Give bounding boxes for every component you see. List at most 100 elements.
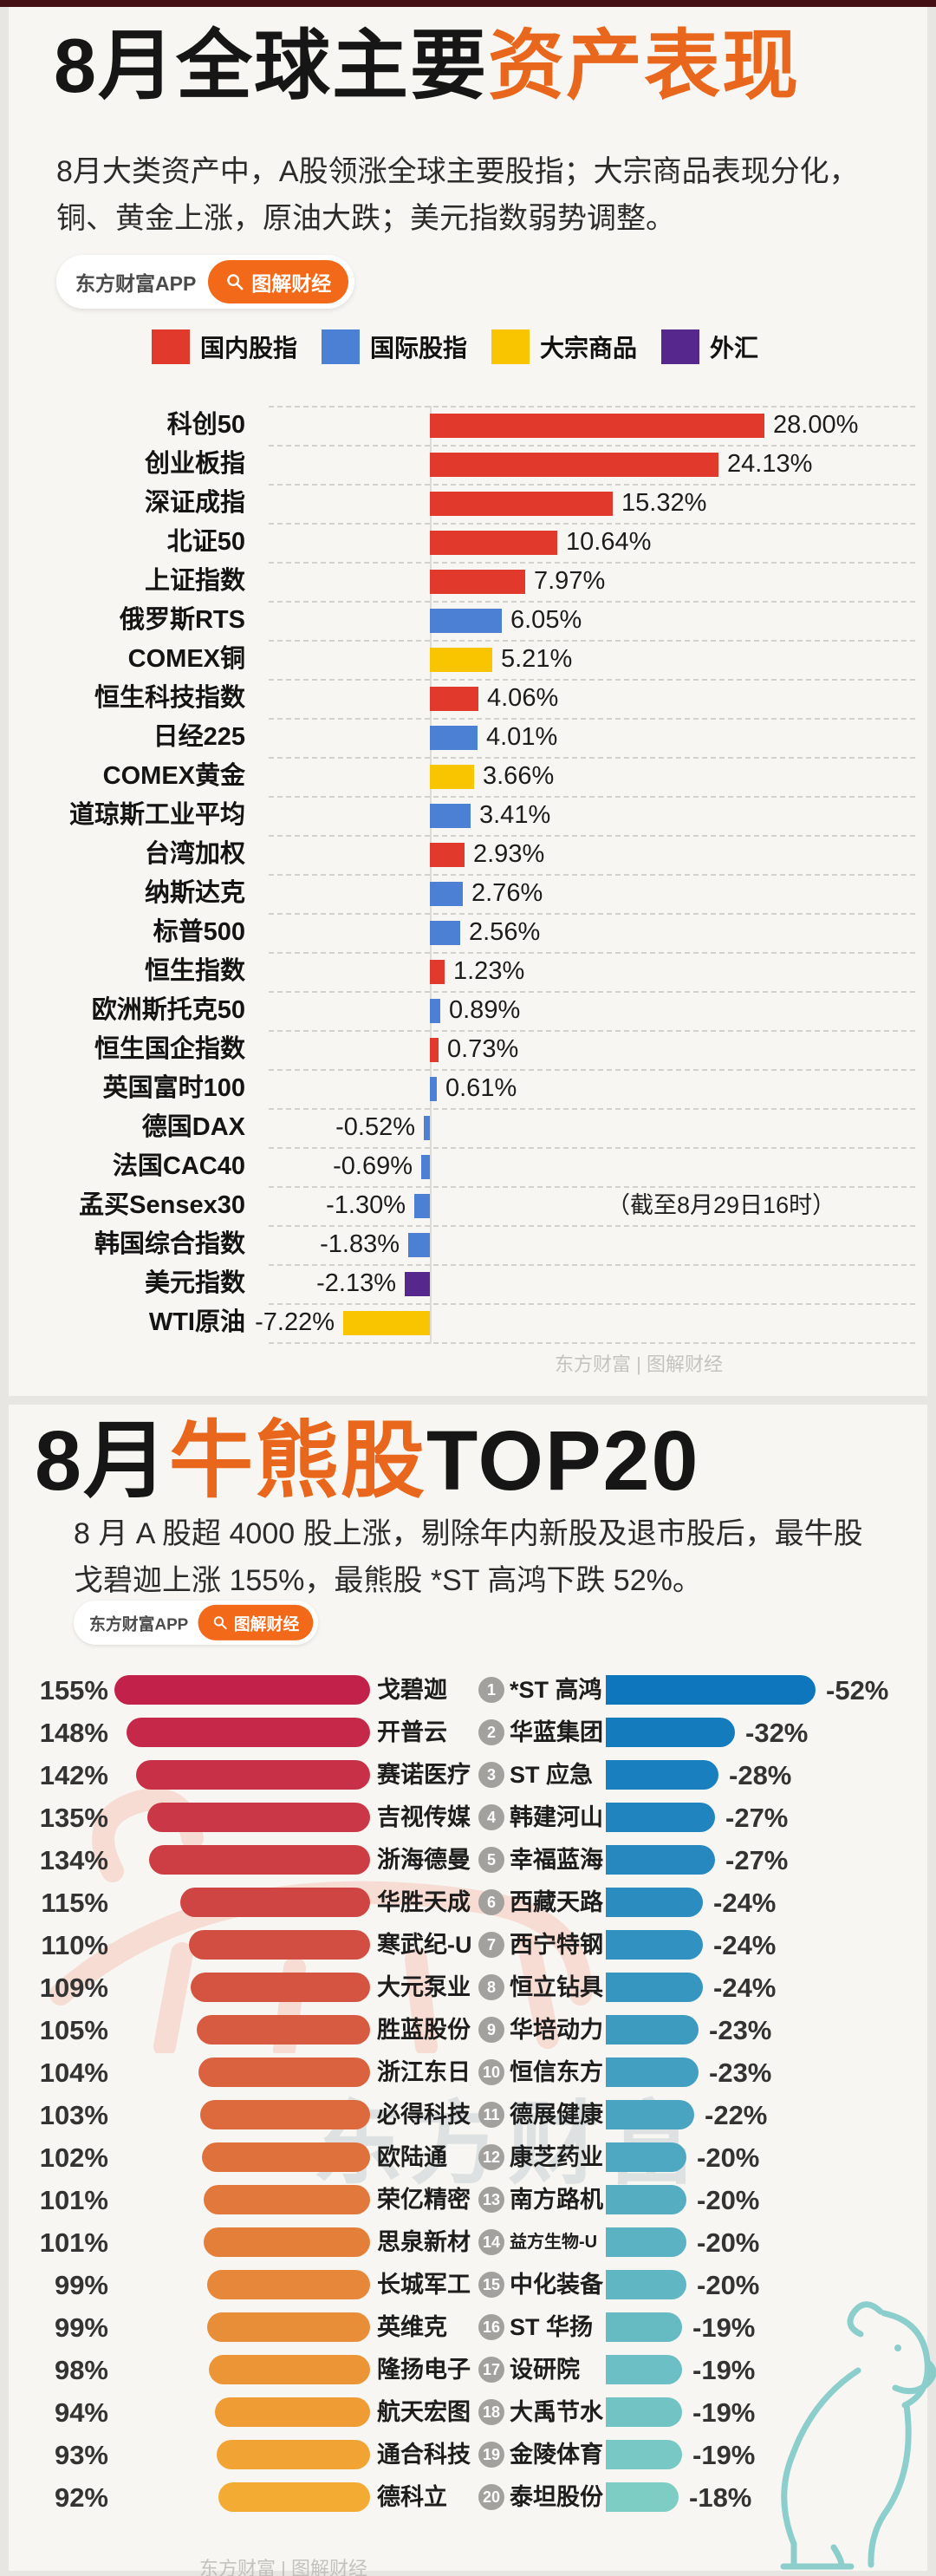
bear-value-label: -20% <box>697 2185 760 2215</box>
asset-row: 北证50 10.64% <box>9 523 927 562</box>
bull-bar <box>207 2270 370 2299</box>
bull-value-label: 105% <box>39 2015 108 2045</box>
asset-bar <box>430 843 465 867</box>
legend-swatch <box>322 329 361 364</box>
bear-stock-name: 韩建河山 <box>510 1804 603 1830</box>
bear-bar <box>606 2142 686 2172</box>
rank-badge: 8 <box>478 1974 504 2000</box>
asset-value: -0.52% <box>335 1113 415 1141</box>
bull-stock-name: 长城军工 <box>377 2272 471 2298</box>
asset-value: 6.05% <box>510 606 582 634</box>
bear-stock-name: ST 华扬 <box>510 2314 594 2340</box>
asset-row: 英国富时100 0.61% <box>9 1069 927 1108</box>
bear-stock-name: 中化装备 <box>510 2272 603 2298</box>
asset-row: 欧洲斯托克50 0.89% <box>9 991 927 1030</box>
bear-stock-name: 泰坦股份 <box>510 2484 603 2510</box>
bull-stock-name: 浙海德曼 <box>377 1847 471 1873</box>
bear-stock-name: 大禹节水 <box>510 2399 603 2425</box>
top20-row: 109% 大元泵业 8 恒立钻具 -24% <box>9 1966 927 2009</box>
top20-row: 101% 荣亿精密 13 南方路机 -20% <box>9 2179 927 2221</box>
asset-bar <box>408 1233 430 1257</box>
asset-bar <box>430 531 557 555</box>
rank-badge: 2 <box>478 1719 504 1745</box>
bull-value-label: 99% <box>54 2312 108 2343</box>
legend-item: 国际股指 <box>322 329 467 364</box>
bull-bar <box>147 1803 370 1832</box>
asset-label: COMEX铜 <box>127 645 245 673</box>
asset-bar <box>430 687 478 711</box>
bear-bar <box>606 2058 699 2087</box>
bull-value-label: 99% <box>54 2270 108 2300</box>
bull-bar <box>209 2355 370 2384</box>
bear-value-label: -20% <box>697 2227 760 2258</box>
asset-label: 日经225 <box>153 723 245 751</box>
asset-label: 恒生国企指数 <box>94 1035 245 1063</box>
rank-badge: 6 <box>478 1889 504 1915</box>
bear-stock-name: 恒立钻具 <box>510 1974 603 2000</box>
bear-stock-name: 华蓝集团 <box>510 1719 603 1745</box>
bear-stock-name: 金陵体育 <box>510 2442 603 2468</box>
legend-label: 大宗商品 <box>540 335 638 362</box>
bear-stock-name: 西宁特钢 <box>510 1932 603 1958</box>
asset-row: 恒生科技指数 4.06% <box>9 679 927 718</box>
brand-tag: 图解财经 <box>198 1604 314 1640</box>
bull-value-label: 104% <box>39 2058 108 2088</box>
bear-value-label: -19% <box>692 2355 756 2385</box>
asset-bar <box>430 726 478 750</box>
bull-value-label: 94% <box>54 2397 108 2428</box>
asset-value: 10.64% <box>566 528 652 556</box>
asset-bar <box>430 414 764 438</box>
asset-bar <box>430 960 445 984</box>
rank-badge: 12 <box>478 2144 504 2170</box>
brand-badge: 东方财富APP 图解财经 <box>56 255 355 309</box>
asset-row: 美元指数 -2.13% <box>9 1264 927 1303</box>
top20-row: 93% 通合科技 19 金陵体育 -19% <box>9 2434 927 2476</box>
rank-badge: 15 <box>478 2272 504 2298</box>
top20-row: 148% 开普云 2 华蓝集团 -32% <box>9 1712 927 1754</box>
asset-bar <box>430 1038 439 1062</box>
asset-value: -1.30% <box>326 1191 406 1219</box>
top20-row: 110% 寒武纪-U 7 西宁特钢 -24% <box>9 1924 927 1966</box>
bull-stock-name: 通合科技 <box>377 2442 471 2468</box>
asset-bar <box>343 1311 430 1335</box>
bull-bar <box>136 1760 370 1790</box>
top20-row: 142% 赛诺医疗 3 ST 应急 -28% <box>9 1754 927 1797</box>
asset-row: 创业板指 24.13% <box>9 445 927 484</box>
bull-stock-name: 华胜天成 <box>377 1889 471 1915</box>
bear-value-label: -52% <box>826 1675 889 1705</box>
asset-bar <box>430 882 463 906</box>
title1-orange-part: 资产表现 <box>487 23 800 108</box>
bull-stock-name: 开普云 <box>377 1719 447 1745</box>
bull-bar <box>200 2100 370 2129</box>
asset-row: 德国DAX -0.52% <box>9 1108 927 1147</box>
asset-row: 深证成指 15.32% <box>9 484 927 523</box>
asset-row: 道琼斯工业平均 3.41% <box>9 796 927 835</box>
title2-orange-part: 牛熊股 <box>168 1413 426 1508</box>
top20-row: 115% 华胜天成 6 西藏天路 -24% <box>9 1881 927 1924</box>
bull-bar <box>217 2440 370 2469</box>
asset-bar <box>430 570 525 594</box>
asset-row: 上证指数 7.97% <box>9 562 927 601</box>
section1-title: 8月全球主要资产表现 <box>54 23 800 108</box>
bull-stock-name: 必得科技 <box>377 2102 471 2128</box>
bear-bar <box>606 2482 679 2512</box>
bull-value-label: 142% <box>39 1760 108 1790</box>
bull-stock-name: 大元泵业 <box>377 1974 471 2000</box>
asset-label: 恒生科技指数 <box>94 684 245 712</box>
app-name-label: 东方财富APP <box>75 272 197 295</box>
bear-stock-name: 幸福蓝海 <box>510 1847 603 1873</box>
bear-stock-name: 设研院 <box>510 2357 580 2383</box>
asset-label: 英国富时100 <box>102 1074 245 1102</box>
bear-stock-name: 益方生物-U <box>510 2233 598 2252</box>
brand-tag-label: 图解财经 <box>251 272 332 295</box>
top20-row: 99% 长城军工 15 中化装备 -20% <box>9 2264 927 2306</box>
bear-bar <box>606 2270 686 2299</box>
bear-bar <box>606 2227 686 2257</box>
asset-row: COMEX铜 5.21% <box>9 640 927 679</box>
asset-value: 0.61% <box>445 1074 517 1102</box>
bull-stock-name: 航天宏图 <box>377 2399 471 2425</box>
top20-row: 103% 必得科技 11 德展健康 -22% <box>9 2094 927 2136</box>
top20-row: 99% 英维克 16 ST 华扬 -19% <box>9 2306 927 2349</box>
asset-row: 台湾加权 2.93% <box>9 835 927 874</box>
asset-bar <box>430 453 718 477</box>
